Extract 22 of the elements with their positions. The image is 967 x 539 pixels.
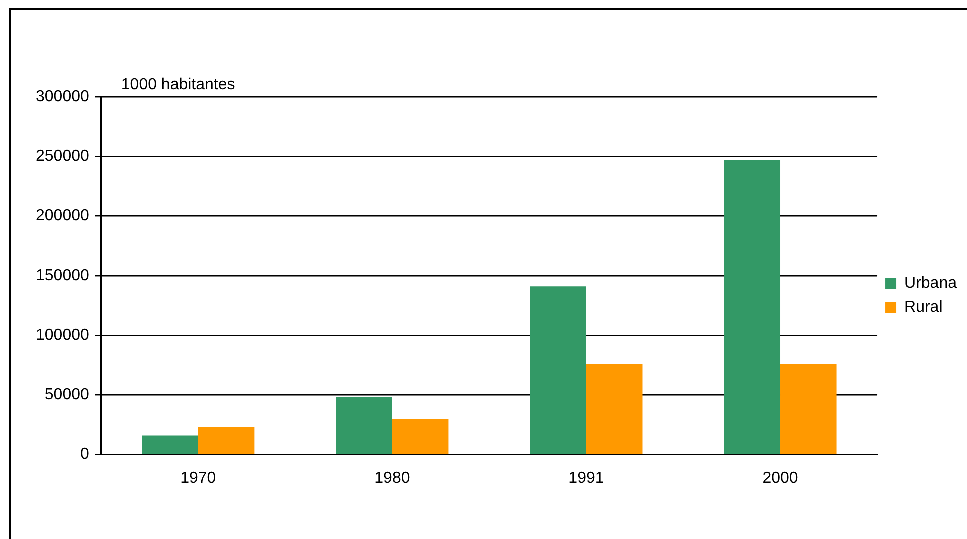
x-tick-label: 1980 bbox=[374, 470, 410, 487]
bar bbox=[586, 364, 643, 454]
x-tick-label: 1991 bbox=[568, 470, 604, 487]
y-axis-title: 1000 habitantes bbox=[121, 76, 236, 94]
bar bbox=[142, 436, 198, 454]
y-tick-label: 300000 bbox=[36, 88, 90, 106]
bar bbox=[780, 364, 837, 454]
bar bbox=[530, 286, 586, 454]
bar bbox=[392, 419, 449, 454]
y-tick-label: 0 bbox=[80, 446, 90, 464]
legend-label: Urbana bbox=[904, 274, 958, 292]
y-tick-label: 150000 bbox=[36, 267, 90, 284]
y-tick-label: 250000 bbox=[36, 148, 90, 166]
bar bbox=[724, 160, 781, 454]
y-tick-label: 200000 bbox=[36, 208, 90, 225]
bar bbox=[336, 398, 392, 454]
y-tick-label: 100000 bbox=[36, 326, 90, 344]
x-tick-label: 1970 bbox=[180, 470, 216, 487]
bar bbox=[198, 427, 255, 454]
x-tick-label: 2000 bbox=[762, 470, 798, 487]
y-tick-label: 50000 bbox=[44, 386, 90, 404]
legend-label: Rural bbox=[904, 298, 943, 316]
